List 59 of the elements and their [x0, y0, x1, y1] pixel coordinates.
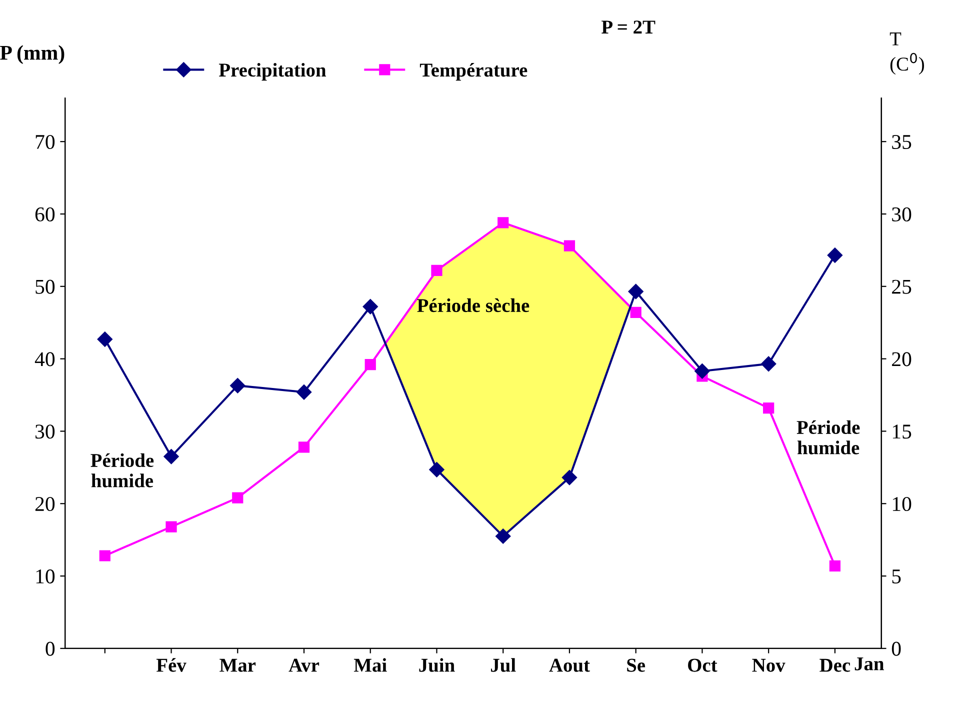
- x-tick-label: Avr: [288, 658, 320, 672]
- point: [164, 448, 179, 464]
- point: [498, 217, 509, 228]
- x-tick-label: Se: [627, 658, 646, 672]
- y-tick-label: 30: [36, 424, 55, 439]
- y2-tick-label: 35: [892, 135, 912, 150]
- point: [761, 356, 776, 372]
- x-tick-label: Juin: [419, 658, 455, 672]
- x-tick-label: Mar: [220, 658, 256, 672]
- text: P = 2T: [602, 20, 656, 34]
- legend-label: Température: [420, 62, 528, 81]
- point: [628, 284, 644, 300]
- point: [230, 378, 246, 394]
- y-tick-label: 20: [35, 496, 55, 512]
- x-tick-label: Fév: [156, 658, 186, 672]
- point: [564, 240, 576, 252]
- point: [364, 359, 376, 370]
- y-tick-label: 50: [36, 280, 55, 294]
- point: [829, 560, 840, 572]
- point: [429, 462, 444, 478]
- text: Jan: [854, 657, 884, 670]
- x-tick-label: Dec: [820, 658, 850, 672]
- y2-tick-label: 30: [892, 207, 912, 222]
- point: [630, 306, 642, 318]
- y2-tick-label: 10: [892, 496, 912, 512]
- x-tick-label: Aout: [549, 658, 590, 672]
- y-tick-label: 40: [34, 352, 55, 366]
- y-tick-label: 60: [35, 207, 55, 222]
- annotation: Période sèche: [417, 298, 530, 312]
- annotation: Période humide: [796, 420, 860, 454]
- y2-tick-label: 0: [892, 642, 901, 656]
- point: [99, 550, 110, 562]
- point: [431, 264, 442, 276]
- point: [827, 248, 843, 263]
- x-tick-label: Nov: [752, 658, 786, 672]
- point: [296, 384, 312, 400]
- point: [763, 402, 774, 414]
- point: [298, 442, 310, 453]
- x-tick-label: Mai: [354, 658, 387, 672]
- x-tick-label: Jul: [490, 658, 516, 672]
- y2-axis-title: T (C$^{0}$): [890, 32, 924, 75]
- point: [166, 521, 177, 532]
- legend-label: Precipitation: [218, 63, 326, 81]
- annotation: Période humide: [90, 453, 154, 488]
- y2-tick-label: 25: [892, 280, 912, 294]
- point: [694, 364, 710, 379]
- y-tick-label: 10: [36, 569, 55, 584]
- y-axis-title: P (mm): [0, 45, 64, 64]
- point: [562, 470, 578, 486]
- point: [496, 528, 511, 544]
- y2-tick-label: 15: [892, 424, 912, 439]
- y2-tick-label: 5: [892, 570, 901, 584]
- y-tick-label: 70: [36, 134, 55, 150]
- point: [232, 492, 244, 504]
- point: [97, 332, 112, 347]
- point: [362, 299, 378, 314]
- x-tick-label: Oct: [688, 658, 718, 672]
- y2-tick-label: 20: [892, 352, 912, 366]
- y-tick-label: 0: [46, 642, 55, 656]
